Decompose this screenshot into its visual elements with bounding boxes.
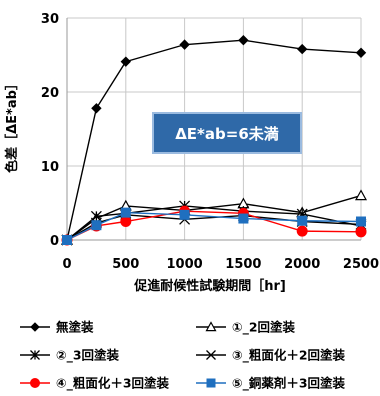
data-point bbox=[296, 43, 308, 55]
data-point bbox=[296, 225, 308, 237]
x-tick-label: 500 bbox=[112, 257, 139, 272]
series-line bbox=[66, 205, 362, 241]
x-tick-label: 1000 bbox=[167, 257, 203, 272]
annotation: ΔE*ab=6未満 bbox=[152, 112, 302, 154]
tick-labels: 0 500 1000 1500 2000 2500 0 10 20 30 bbox=[41, 12, 379, 272]
y-tick-label: 30 bbox=[41, 12, 59, 27]
data-point bbox=[91, 103, 102, 114]
data-point bbox=[30, 350, 40, 360]
data-point bbox=[179, 209, 190, 220]
data-point bbox=[355, 47, 367, 58]
legend-item-6: ⑤_銅薬剤＋3回塗装 bbox=[196, 376, 346, 392]
axes bbox=[66, 18, 361, 241]
y-axis-label: 色差［ΔE*ab］ bbox=[4, 77, 20, 173]
data-point bbox=[30, 322, 40, 332]
data-point bbox=[120, 207, 131, 218]
x-tick-label: 2000 bbox=[284, 257, 320, 272]
legend-label: ④_粗面化＋3回塗装 bbox=[56, 376, 170, 392]
legend-label: ②_3回塗装 bbox=[56, 348, 120, 364]
series-5 bbox=[61, 205, 367, 246]
x-tick-label: 0 bbox=[62, 257, 71, 272]
x-tick-label: 1500 bbox=[225, 257, 261, 272]
y-tick-label: 10 bbox=[41, 160, 59, 175]
data-point bbox=[91, 220, 102, 231]
data-point bbox=[205, 321, 217, 332]
data-point bbox=[355, 226, 367, 238]
legend-label: 無塗装 bbox=[56, 320, 94, 335]
y-tick-label: 0 bbox=[50, 234, 59, 249]
data-point bbox=[238, 34, 249, 46]
data-point bbox=[30, 378, 40, 388]
x-axis-label: 促進耐候性試験期間［hr] bbox=[133, 278, 286, 294]
annotation-text: ΔE*ab=6未満 bbox=[175, 125, 279, 143]
legend-item-1: 無塗装 bbox=[20, 320, 94, 335]
annotation-box bbox=[152, 112, 302, 154]
legend-label: ⑤_銅薬剤＋3回塗装 bbox=[232, 376, 346, 392]
data-point bbox=[120, 216, 132, 227]
legend-label: ①_2回塗装 bbox=[232, 320, 296, 336]
legend-item-3: ②_3回塗装 bbox=[20, 348, 120, 364]
data-point bbox=[297, 215, 308, 226]
legend-item-4: ③_粗面化＋2回塗装 bbox=[196, 348, 346, 364]
series-group bbox=[60, 34, 368, 246]
data-point bbox=[62, 235, 72, 245]
data-point bbox=[356, 216, 366, 227]
legend: 無塗装 ①_2回塗装 ②_3回塗装 ③_粗面化＋2回塗装 ④_粗面化＋3回塗装 ⑤_銅薬剤… bbox=[20, 320, 346, 392]
legend-item-2: ①_2回塗装 bbox=[196, 320, 296, 336]
data-point bbox=[206, 350, 216, 360]
legend-label: ③_粗面化＋2回塗装 bbox=[232, 348, 346, 364]
data-point bbox=[354, 189, 368, 201]
x-tick-label: 2500 bbox=[343, 257, 379, 272]
legend-item-5: ④_粗面化＋3回塗装 bbox=[20, 376, 170, 392]
data-point bbox=[179, 39, 190, 50]
data-point bbox=[120, 56, 132, 67]
series-6 bbox=[62, 207, 366, 245]
data-point bbox=[206, 378, 216, 388]
data-point bbox=[238, 213, 249, 224]
y-tick-label: 20 bbox=[41, 86, 59, 101]
